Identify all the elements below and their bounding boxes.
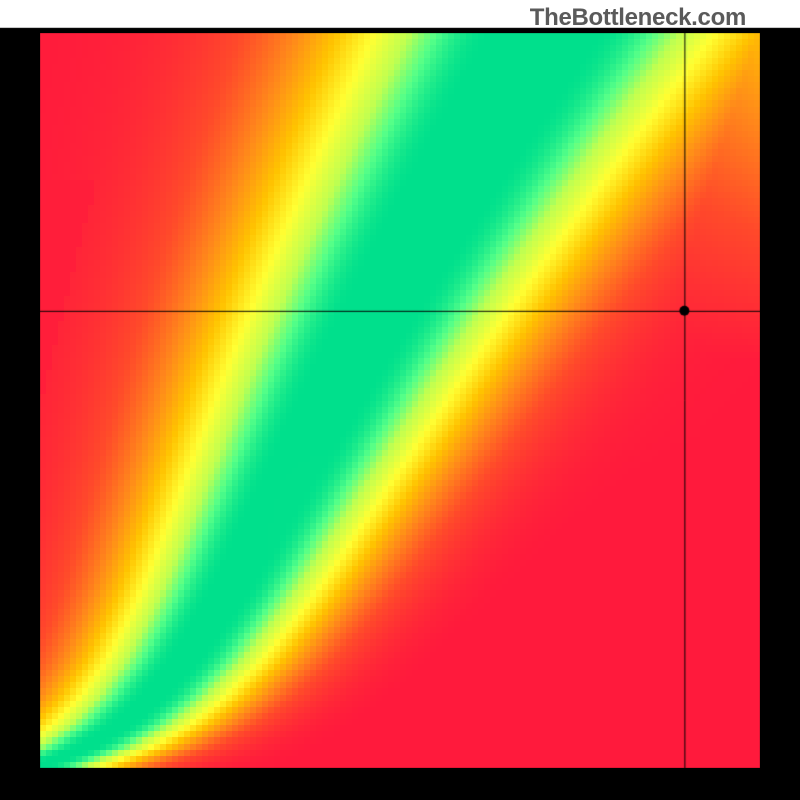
watermark-label: TheBottleneck.com <box>530 4 746 32</box>
chart-container: { "watermark": { "text": "TheBottleneck.… <box>0 0 800 800</box>
crosshair-overlay <box>0 0 800 800</box>
